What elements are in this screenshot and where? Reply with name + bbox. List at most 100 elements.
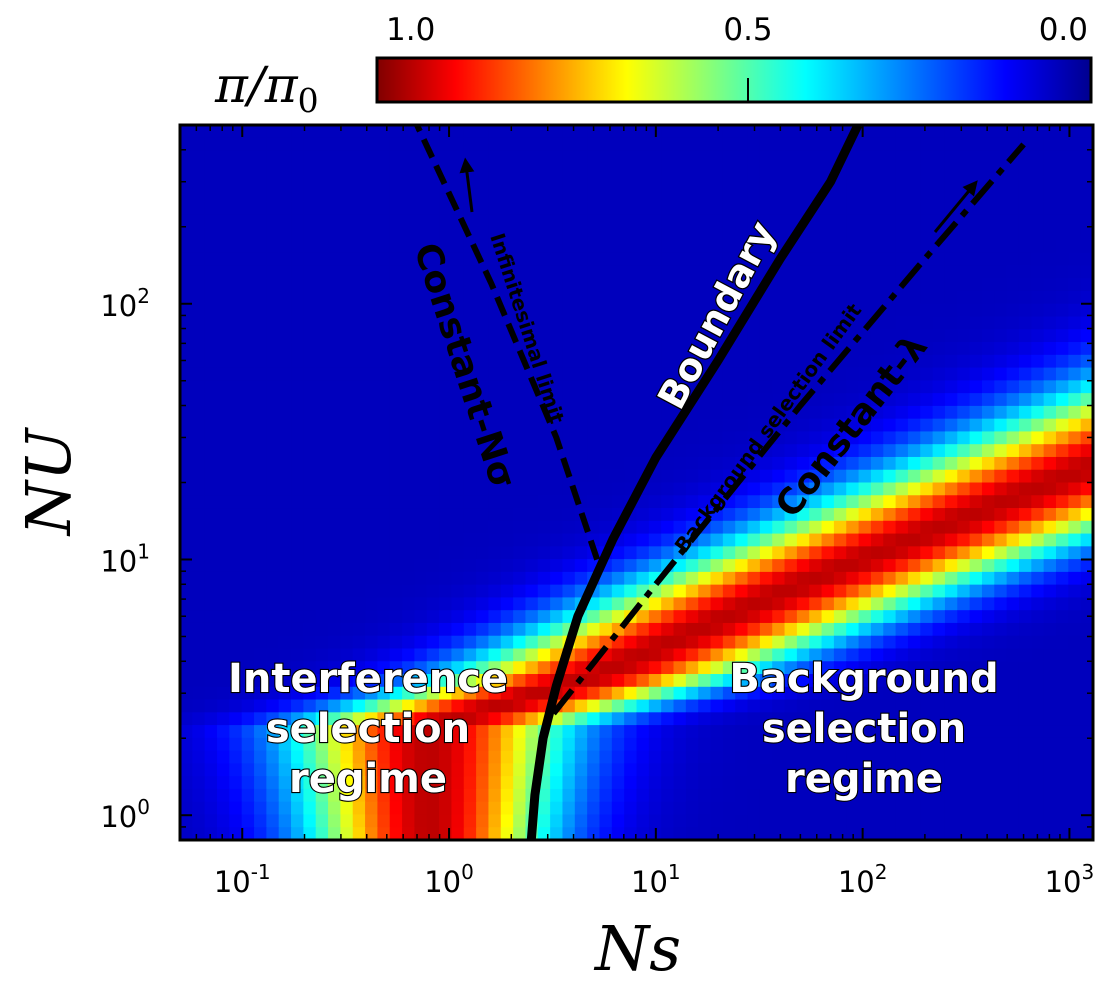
heatmap-cell — [500, 290, 514, 305]
heatmap-cell — [377, 610, 391, 624]
heatmap-cell — [1055, 252, 1069, 267]
heatmap-cell — [772, 495, 786, 509]
heatmap-cell — [796, 763, 810, 777]
heatmap-cell — [463, 546, 477, 560]
heatmap-cell — [710, 533, 724, 547]
heatmap-cell — [463, 610, 477, 624]
heatmap-cell — [846, 801, 860, 816]
heatmap-cell — [463, 597, 477, 611]
heatmap-cell — [513, 265, 527, 279]
heatmap-cell — [513, 456, 527, 471]
heatmap-cell — [636, 418, 650, 433]
heatmap-cell — [870, 635, 884, 650]
heatmap-cell — [932, 661, 946, 675]
heatmap-cell — [870, 661, 884, 675]
heatmap-cell — [735, 559, 749, 573]
heatmap-cell — [759, 648, 773, 662]
heatmap-cell — [1018, 635, 1032, 650]
heatmap-cell — [180, 265, 193, 279]
colorbar-tick-label-1: 1.0 — [386, 12, 435, 48]
heatmap-cell — [451, 559, 465, 573]
heatmap-cell — [1006, 788, 1020, 803]
heatmap-cell — [833, 635, 847, 650]
heatmap-cell — [698, 814, 712, 828]
heatmap-cell — [476, 712, 490, 726]
heatmap-cell — [1043, 405, 1057, 420]
heatmap-cell — [192, 699, 206, 713]
heatmap-cell — [587, 482, 601, 496]
heatmap-cell — [1055, 725, 1069, 739]
heatmap-cell — [365, 418, 379, 433]
heatmap-cell — [685, 495, 699, 509]
heatmap-cell — [426, 265, 440, 279]
heatmap-cell — [907, 418, 921, 433]
heatmap-cell — [513, 750, 527, 764]
heatmap-cell — [1080, 380, 1093, 394]
heatmap-cell — [254, 354, 267, 369]
heatmap-cell — [846, 750, 860, 764]
heatmap-cell — [217, 163, 230, 177]
heatmap-cell — [833, 188, 847, 203]
heatmap-cell — [229, 239, 243, 254]
heatmap-cell — [599, 686, 613, 701]
heatmap-cell — [500, 137, 514, 152]
heatmap-cell — [389, 788, 403, 803]
heatmap-cell — [796, 482, 810, 496]
heatmap-cell — [340, 559, 354, 573]
heatmap-cell — [500, 342, 514, 356]
heatmap-cell — [217, 444, 230, 458]
heatmap-cell — [525, 227, 539, 241]
heatmap-cell — [685, 278, 699, 292]
heatmap-cell — [932, 380, 946, 394]
heatmap-cell — [821, 559, 835, 573]
heatmap-cell — [1018, 201, 1032, 215]
heatmap-cell — [303, 393, 317, 407]
heatmap-cell — [759, 584, 773, 599]
heatmap-cell — [772, 737, 786, 752]
heatmap-cell — [266, 137, 280, 152]
heatmap-cell — [303, 801, 317, 816]
heatmap-cell — [1043, 546, 1057, 560]
heatmap-cell — [426, 788, 440, 803]
heatmap-cell — [192, 635, 206, 650]
heatmap-cell — [476, 303, 490, 318]
heatmap-cell — [883, 125, 897, 139]
heatmap-cell — [315, 661, 329, 675]
heatmap-cell — [500, 444, 514, 458]
heatmap-cell — [1006, 329, 1020, 343]
heatmap-cell — [1031, 431, 1045, 445]
heatmap-cell — [784, 584, 798, 599]
heatmap-cell — [661, 265, 675, 279]
heatmap-cell — [833, 316, 847, 330]
heatmap-cell — [377, 814, 391, 828]
heatmap-cell — [685, 150, 699, 164]
heatmap-cell — [377, 188, 391, 203]
heatmap-cell — [402, 584, 416, 599]
heatmap-cell — [735, 814, 749, 828]
heatmap-cell — [340, 725, 354, 739]
heatmap-cell — [846, 201, 860, 215]
heatmap-cell — [784, 342, 798, 356]
heatmap-cell — [241, 290, 255, 305]
heatmap-cell — [957, 303, 971, 318]
heatmap-cell — [624, 801, 638, 816]
heatmap-cell — [932, 188, 946, 203]
heatmap-cell — [784, 712, 798, 726]
heatmap-cell — [648, 508, 662, 522]
heatmap-cell — [254, 214, 267, 228]
heatmap-cell — [1068, 571, 1082, 586]
heatmap-cell — [796, 278, 810, 292]
heatmap-cell — [673, 137, 687, 152]
heatmap-cell — [402, 227, 416, 241]
heatmap-cell — [932, 712, 946, 726]
heatmap-cell — [784, 686, 798, 701]
heatmap-cell — [463, 661, 477, 675]
heatmap-cell — [981, 750, 995, 764]
heatmap-cell — [969, 201, 983, 215]
heatmap-cell — [562, 252, 576, 267]
heatmap-cell — [439, 546, 453, 560]
heatmap-cell — [266, 214, 280, 228]
heatmap-cell — [821, 597, 835, 611]
heatmap-cell — [488, 354, 502, 369]
heatmap-cell — [1068, 176, 1082, 190]
